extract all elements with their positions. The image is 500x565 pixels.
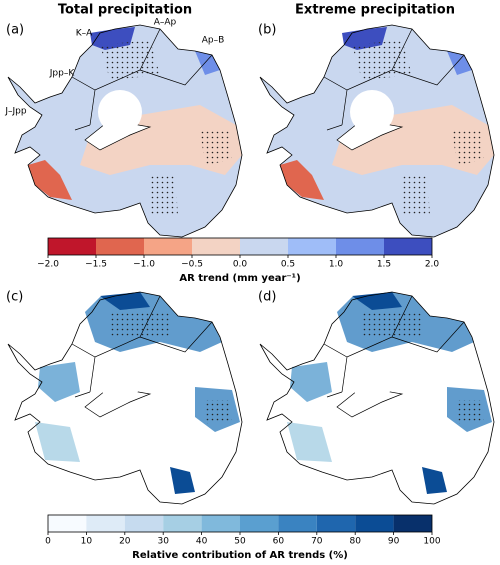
colorbar-label: AR trend (mm year⁻¹) [179, 273, 300, 284]
region-label: K–A [76, 29, 93, 39]
panel-label: (b) [258, 23, 276, 38]
colorbar-tick-label: 20 [119, 537, 131, 547]
contribution-area [422, 467, 447, 494]
map-panel [7, 291, 243, 505]
trend-area [80, 105, 242, 175]
pole-mask [350, 90, 394, 134]
stipple [110, 312, 170, 337]
colorbar-tick-label: 10 [81, 537, 93, 547]
colorbar-tick-label: 0.5 [281, 260, 295, 270]
pole-mask [350, 357, 394, 401]
colorbar-tick-label: 90 [388, 537, 400, 547]
colorbar-tick-label: 2.0 [425, 260, 440, 270]
region-label: Jpp–K [49, 69, 76, 79]
coastline [259, 291, 495, 505]
colorbar-segment [86, 515, 125, 532]
stipple [150, 175, 178, 215]
colorbar-segment [163, 515, 202, 532]
colorbar-segment [240, 515, 279, 532]
stipple [452, 130, 484, 165]
colorbar-label: Relative contribution of AR trends (%) [132, 550, 348, 561]
colorbar-segment [48, 515, 87, 532]
basin-boundary [323, 28, 465, 131]
colorbar-tick-label: 0.0 [233, 260, 248, 270]
colorbar-tick-label: −2.0 [37, 260, 59, 270]
map-panel [259, 291, 495, 505]
coastline [7, 291, 243, 505]
colorbar-segment [336, 238, 384, 255]
contribution-area [287, 422, 332, 462]
trend-area [195, 51, 220, 75]
contribution-area [290, 362, 332, 402]
basin-boundary [71, 295, 213, 398]
colorbar-segment [278, 515, 317, 532]
basin-boundary [71, 28, 213, 131]
panel-label: (c) [6, 290, 23, 305]
coastline [7, 24, 243, 238]
panel-label: (a) [6, 23, 24, 38]
pole-mask [98, 357, 142, 401]
colorbar-tick-label: 0 [45, 537, 51, 547]
colorbar-tick-label: 1.5 [377, 260, 391, 270]
coastline [259, 24, 495, 238]
colorbar-tick-label: −1.0 [133, 260, 155, 270]
panel-label: (d) [258, 290, 276, 305]
stipple [457, 400, 484, 424]
panel-title: Total precipitation [58, 3, 192, 18]
colorbar-segment [144, 238, 192, 255]
region-label: J–Jpp [4, 107, 27, 117]
colorbar-segment [355, 515, 394, 532]
stipple [205, 400, 232, 424]
stipple [402, 175, 430, 215]
pole-mask [98, 90, 142, 134]
maps [7, 24, 495, 505]
map-panel [7, 24, 243, 238]
colorbar-segment [384, 238, 432, 255]
region-label: A–Ap [154, 18, 177, 28]
trend-area [28, 160, 72, 200]
stipple [352, 40, 412, 80]
colorbar-segment [316, 515, 356, 532]
colorbar-tick-label: 30 [157, 537, 169, 547]
colorbar-tick-label: 40 [196, 537, 208, 547]
colorbar-tick-label: −1.5 [85, 260, 107, 270]
colorbar-segment [124, 515, 164, 532]
stipple [362, 312, 422, 337]
colorbar-segment [201, 515, 240, 532]
panel-title: Extreme precipitation [295, 3, 455, 18]
colorbar-segment [288, 238, 336, 255]
basin-boundary [323, 295, 465, 398]
colorbar-tick-label: −0.5 [181, 260, 203, 270]
region-label: Ap–B [202, 36, 225, 46]
stipple [100, 40, 160, 80]
colorbar-tick-label: 80 [349, 537, 361, 547]
colorbar-tick-label: 1.0 [329, 260, 344, 270]
colorbar-tick-label: 100 [423, 537, 440, 547]
colorbar-segment [48, 238, 96, 255]
colorbar-segment [96, 238, 144, 255]
colorbar-tick-label: 60 [273, 537, 285, 547]
trend-area [332, 105, 494, 175]
trend-area [280, 160, 324, 200]
colorbar-segment [393, 515, 432, 532]
colorbar-tick-label: 70 [311, 537, 323, 547]
contribution-area [38, 362, 80, 402]
stipple [200, 130, 232, 165]
contribution-area [170, 467, 195, 494]
colorbar-tick-label: 50 [234, 537, 246, 547]
trend-area [447, 51, 472, 75]
colorbar-segment [240, 238, 288, 255]
map-panel [259, 24, 495, 238]
colorbar-segment [192, 238, 240, 255]
contribution-area [35, 422, 80, 462]
